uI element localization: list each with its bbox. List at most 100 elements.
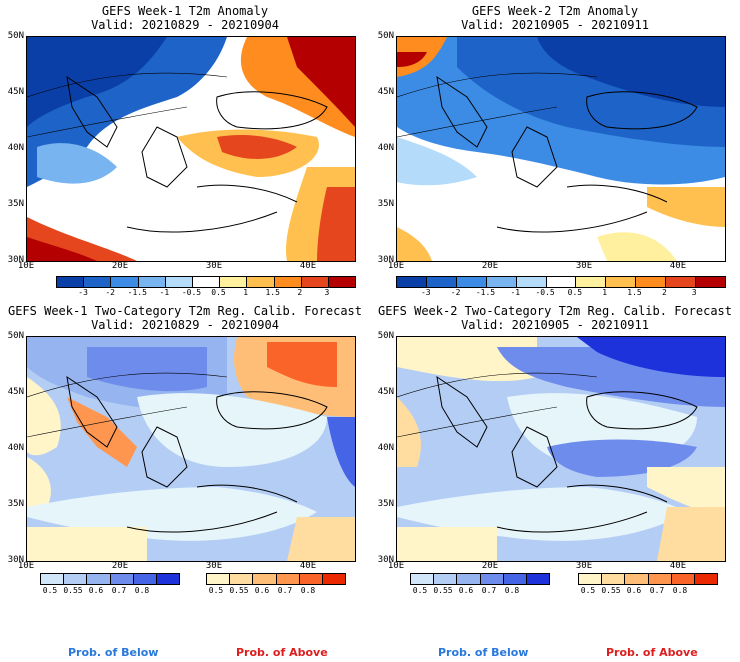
lat-tick-label: 45N	[7, 87, 24, 97]
lon-tick-label: 10E	[387, 561, 405, 571]
lon-tick-label: 30E	[575, 261, 593, 271]
anomaly-tick-label: -1	[510, 288, 521, 297]
lat-tick-label: 40N	[377, 143, 394, 153]
lon-tick-label: 40E	[299, 561, 317, 571]
lat-tick-label: 50N	[377, 331, 394, 341]
colorbar-swatch	[579, 574, 603, 584]
lat-tick-label: 50N	[7, 31, 24, 41]
lon-tick-label: 30E	[205, 261, 223, 271]
prob-above-colorbar-week2	[578, 573, 718, 585]
panel-valid: Valid: 20210829 - 20210904	[91, 318, 279, 332]
panel-title: GEFS Week-1 T2m Anomaly	[101, 4, 269, 18]
anomaly-tick-label: -1.5	[127, 288, 147, 297]
lon-tick-label: 10E	[387, 261, 405, 271]
prob-above-colorbar-week1	[206, 573, 346, 585]
colorbar-swatch	[457, 574, 481, 584]
anomaly-tick-label: -2	[450, 288, 461, 297]
anomaly-tick-label: -0.5	[181, 288, 202, 297]
colorbar-swatch	[516, 277, 547, 287]
prob-tick-label: 0.6	[88, 586, 104, 595]
colorbar-swatch	[434, 574, 458, 584]
lon-tick-label: 30E	[205, 561, 223, 571]
lat-tick-label: 30N	[7, 555, 24, 565]
lon-tick-label: 20E	[111, 261, 129, 271]
lat-tick-label: 40N	[7, 443, 24, 453]
anomaly-map-week2	[397, 37, 725, 261]
colorbar-swatch	[276, 574, 300, 584]
colorbar-swatch	[133, 574, 157, 584]
anomaly-tick-label: -3	[420, 288, 431, 297]
colorbar-swatch	[301, 277, 329, 287]
anomaly-tick-label: 3	[691, 288, 697, 297]
colorbar-swatch	[299, 574, 323, 584]
lon-tick-label: 40E	[669, 261, 687, 271]
panel-title: GEFS Week-1 Two-Category T2m Reg. Calib.…	[7, 304, 362, 318]
anomaly-tick-label: -0.5	[535, 288, 555, 297]
colorbar-swatch	[480, 574, 504, 584]
panel-valid: Valid: 20210905 - 20210911	[461, 18, 649, 32]
anomaly-tick-label: 2	[297, 288, 303, 297]
colorbar-swatch	[322, 574, 346, 584]
prob-tick-label: 0.55	[601, 586, 621, 595]
colorbar-swatch	[486, 277, 517, 287]
map-week2-anomaly	[396, 36, 726, 262]
anomaly-tick-label: 1	[602, 288, 608, 297]
anomaly-tick-label: 0.5	[567, 288, 583, 297]
prob-tick-label: 0.8	[134, 586, 150, 595]
prob-map-week2	[397, 337, 725, 561]
colorbar-swatch	[64, 574, 88, 584]
colorbar-swatch	[411, 574, 435, 584]
lat-tick-label: 35N	[7, 199, 24, 209]
anomaly-tick-label: -3	[78, 288, 88, 297]
lat-tick-label: 35N	[7, 499, 24, 509]
colorbar-swatch	[110, 574, 134, 584]
colorbar-swatch	[456, 277, 487, 287]
lat-tick-label: 45N	[7, 387, 24, 397]
anomaly-tick-label: 1.5	[627, 288, 642, 297]
prob-tick-label: 0.7	[277, 586, 293, 595]
prob-tick-label: 0.7	[649, 586, 665, 595]
anomaly-tick-label: -1	[159, 288, 170, 297]
lat-tick-label: 40N	[7, 143, 24, 153]
prob-tick-label: 0.5	[580, 586, 596, 595]
panel-valid: Valid: 20210829 - 20210904	[91, 18, 279, 32]
colorbar-swatch	[192, 277, 221, 287]
colorbar-swatch	[526, 574, 550, 584]
colorbar-swatch	[220, 277, 248, 287]
prob-above-label-week1: Prob. of Above	[236, 646, 328, 659]
panel-title: GEFS Week-2 Two-Category T2m Reg. Calib.…	[377, 304, 732, 318]
colorbar-swatch	[87, 574, 111, 584]
prob-tick-label: 0.55	[63, 586, 83, 595]
prob-below-colorbar-week2	[410, 573, 550, 585]
prob-map-week1	[27, 337, 355, 561]
lat-tick-label: 45N	[377, 87, 394, 97]
anomaly-tick-label: -2	[105, 288, 115, 297]
colorbar-swatch	[576, 277, 607, 287]
colorbar-swatch	[694, 574, 718, 584]
colorbar-swatch	[247, 277, 275, 287]
map-week1-prob	[26, 336, 356, 562]
colorbar-swatch	[274, 277, 302, 287]
colorbar-swatch	[165, 277, 193, 287]
anomaly-tick-label: 1.5	[265, 288, 280, 297]
prob-above-label-week2: Prob. of Above	[606, 646, 698, 659]
prob-below-colorbar-week1	[40, 573, 180, 585]
prob-below-label-week2: Prob. of Below	[438, 646, 529, 659]
colorbar-swatch	[625, 574, 649, 584]
colorbar-swatch	[328, 277, 356, 287]
prob-tick-label: 0.6	[626, 586, 642, 595]
colorbar-swatch	[156, 574, 180, 584]
colorbar-swatch	[602, 574, 626, 584]
lon-tick-label: 10E	[17, 561, 35, 571]
colorbar-swatch	[230, 574, 254, 584]
colorbar-swatch	[503, 574, 527, 584]
lon-tick-label: 30E	[575, 561, 593, 571]
lon-tick-label: 10E	[17, 261, 35, 271]
lat-tick-label: 40N	[377, 443, 394, 453]
colorbar-swatch	[636, 277, 667, 287]
colorbar-swatch	[41, 574, 65, 584]
prob-tick-label: 0.5	[42, 586, 58, 595]
anomaly-tick-label: 0.5	[211, 288, 226, 297]
lon-tick-label: 20E	[111, 561, 129, 571]
colorbar-swatch	[696, 277, 725, 287]
